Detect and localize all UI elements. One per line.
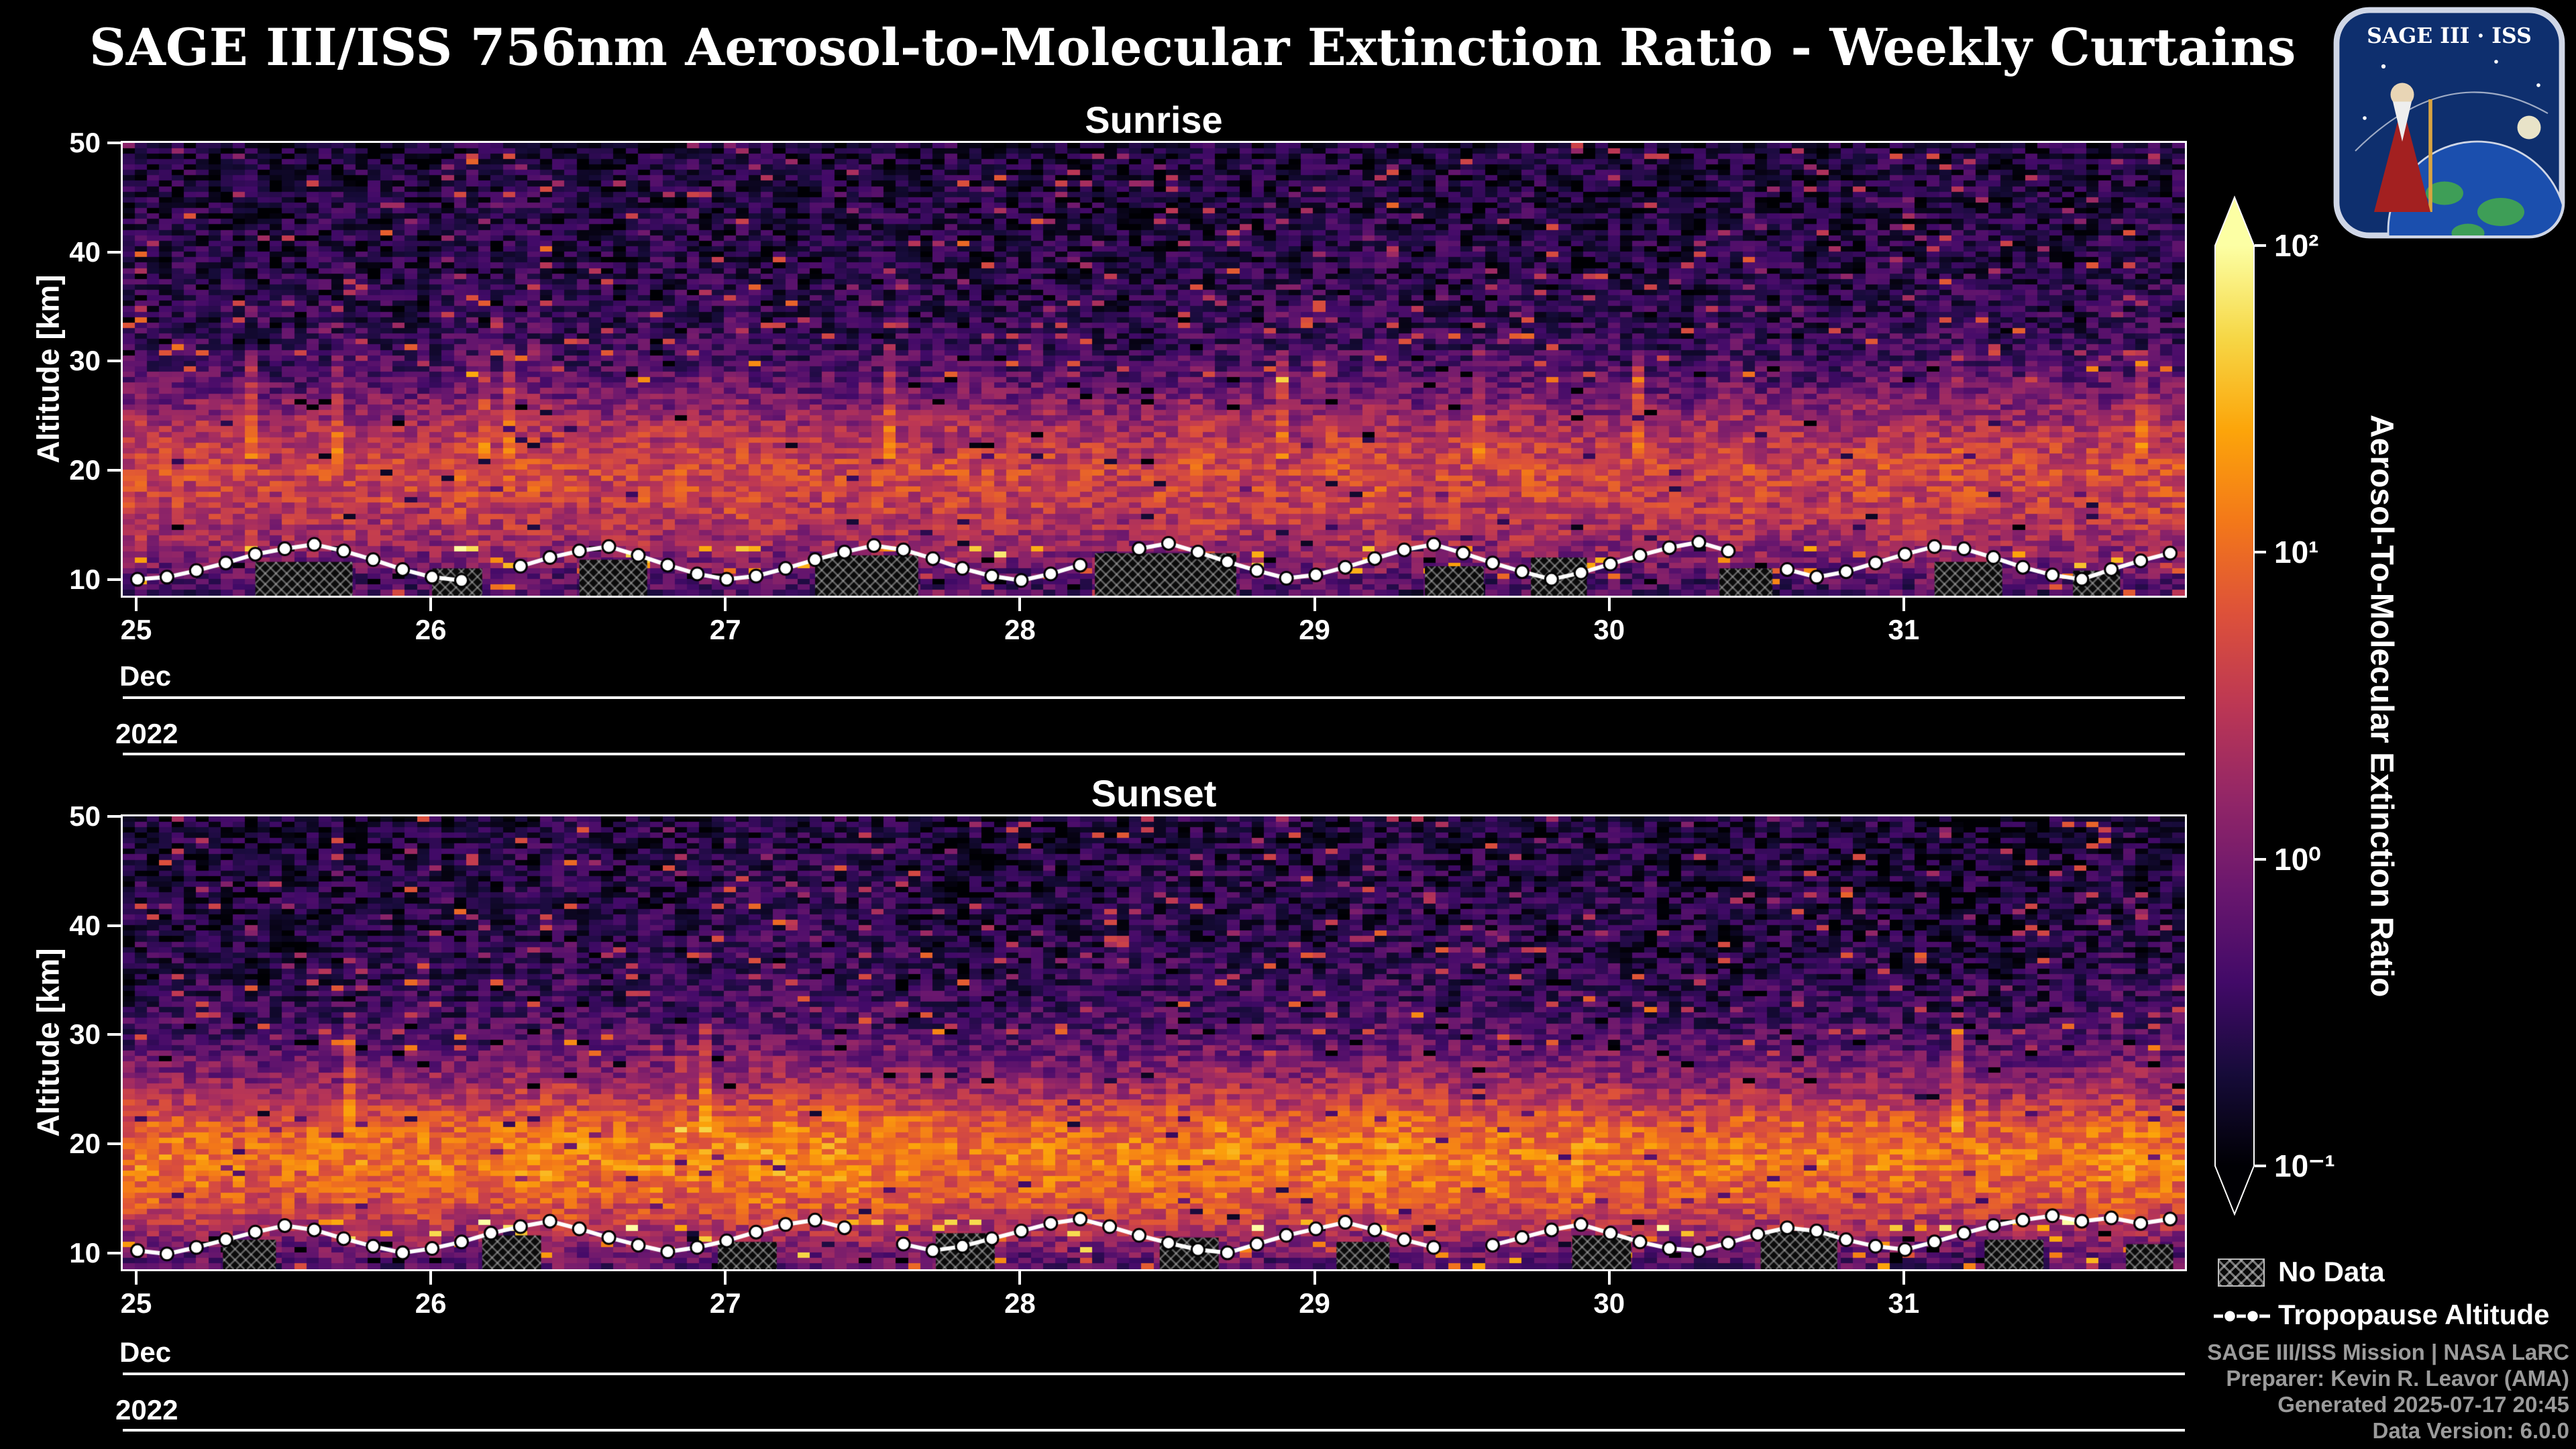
logo-wizard-graphic [2374,104,2430,212]
credits-block: SAGE III/ISS Mission | NASA LaRC Prepare… [2207,1339,2569,1444]
y-tick-label: 40 [69,909,101,941]
month-label-sunset: Dec [119,1336,172,1368]
y-tick-mark [107,578,121,581]
y-tick-mark [107,815,121,818]
colorbar-tick-mark [2255,857,2266,861]
y-tick-mark [107,924,121,927]
x-tick-label: 30 [1593,614,1625,645]
x-tick-mark [429,598,433,611]
x-tick-mark [1313,1271,1316,1285]
colorbar-tick-label: 10⁰ [2274,841,2321,877]
credit-preparer: Preparer: Kevin R. Leavor (AMA) [2226,1366,2569,1391]
colorbar-label: Aerosol-To-Molecular Extinction Ratio [2363,415,2400,998]
x-tick-label: 29 [1299,614,1330,645]
x-tick-label: 26 [415,614,447,645]
colorbar-tick-label: 10⁻¹ [2274,1148,2335,1183]
y-tick-label: 10 [69,1236,101,1269]
colorbar-tick-label: 10² [2274,228,2319,263]
colorbar [2214,195,2255,1216]
x-tick-label: 28 [1004,614,1036,645]
colorbar-gradient-bar [2214,195,2255,1216]
y-tick-mark [107,1251,121,1254]
x-tick-mark [1607,598,1611,611]
y-tick-label: 40 [69,235,101,268]
x-tick-label: 25 [120,1287,152,1319]
x-tick-mark [135,1271,138,1285]
date-axis-line [123,753,2185,755]
logo-star-icon [2363,116,2367,120]
colorbar-tick-label: 10¹ [2274,535,2319,570]
x-tick-label: 27 [709,1287,741,1319]
credit-mission: SAGE III/ISS Mission | NASA LaRC [2207,1340,2569,1364]
y-tick-label: 50 [69,127,101,158]
x-tick-mark [135,598,138,611]
x-tick-label: 27 [709,614,741,645]
x-tick-label: 28 [1004,1287,1036,1319]
x-tick-mark [1313,598,1316,611]
y-tick-label: 20 [69,453,101,486]
date-axis-line [123,1373,2185,1375]
sunrise-heatmap-canvas [121,141,2187,598]
date-axis-line [123,696,2185,699]
x-tick-label: 25 [120,614,152,645]
y-tick-label: 30 [69,345,101,377]
y-tick-label: 30 [69,1018,101,1051]
x-tick-label: 26 [415,1287,447,1319]
logo-star-icon [2494,60,2498,64]
y-tick-label: 10 [69,563,101,595]
colorbar-tick-mark [2255,244,2266,247]
y-tick-mark [107,142,121,144]
legend-no-data-label: No Data [2278,1256,2385,1287]
credit-data-version: Data Version: 6.0.0 [2372,1418,2569,1443]
x-tick-label: 30 [1593,1287,1625,1319]
logo-wizard-head [2390,83,2414,107]
x-tick-mark [724,1271,727,1285]
x-tick-mark [724,598,727,611]
x-tick-label: 31 [1888,614,1920,645]
x-tick-label: 31 [1888,1287,1920,1319]
panel-title-sunrise: Sunrise [1085,99,1223,141]
x-tick-mark [1902,598,1905,611]
sunset-heatmap-canvas [121,814,2187,1271]
logo-star-icon [2536,83,2540,87]
credit-generated: Generated 2025-07-17 20:45 [2277,1392,2569,1417]
month-label-sunrise: Dec [119,660,172,692]
x-tick-mark [1018,1271,1022,1285]
y-tick-mark [107,1142,121,1145]
figure-title: SAGE III/ISS 756nm Aerosol-to-Molecular … [89,17,2296,77]
y-tick-mark [107,360,121,363]
logo-moon-graphic [2517,115,2541,140]
x-tick-mark [1018,598,1022,611]
colorbar-tick-mark [2255,1164,2266,1167]
date-axis-line [123,1429,2185,1432]
logo-orbit-arc [2355,91,2548,152]
y-tick-mark [107,1033,121,1036]
y-tick-label: 20 [69,1127,101,1159]
x-tick-label: 29 [1299,1287,1330,1319]
year-label-sunrise: 2022 [115,718,178,749]
logo-star-icon [2381,64,2386,69]
x-tick-mark [1607,1271,1611,1285]
logo-land-graphic [2426,181,2463,205]
mission-patch-logo: SAGE III · ISS [2333,7,2565,239]
x-tick-mark [1902,1271,1905,1285]
logo-land-graphic [2451,223,2485,235]
colorbar-tick-mark [2255,551,2266,554]
year-label-sunset: 2022 [115,1394,178,1426]
no-data-hatch-swatch-icon [2218,1258,2265,1287]
logo-wizard-beard [2393,101,2412,142]
x-tick-mark [429,1271,433,1285]
tropopause-marker-icon [2214,1309,2270,1324]
logo-land-graphic [2477,198,2524,226]
logo-title: SAGE III · ISS [2367,23,2532,48]
legend-tropopause-label: Tropopause Altitude [2278,1299,2550,1330]
y-tick-label: 50 [69,800,101,832]
panel-title-sunset: Sunset [1091,772,1217,814]
y-tick-mark [107,468,121,472]
y-tick-mark [107,250,121,254]
